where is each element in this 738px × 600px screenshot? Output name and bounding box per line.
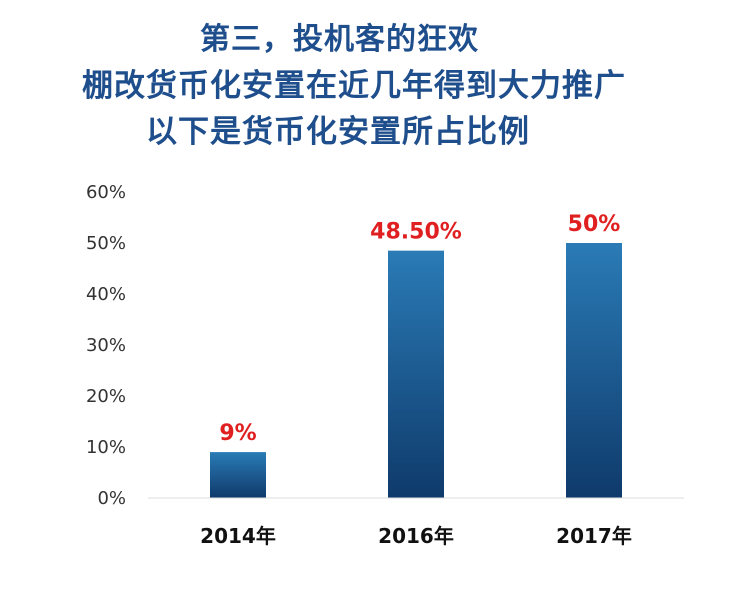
x-tick-label: 2017年 <box>556 524 632 548</box>
y-tick-label: 60% <box>86 182 126 203</box>
bar <box>210 452 266 498</box>
x-axis: 2014年 2016年 2017年 <box>148 497 684 548</box>
title-line-1: 第三，投机客的狂欢 <box>200 22 479 57</box>
bar <box>566 243 622 498</box>
y-tick-label: 20% <box>86 386 126 407</box>
data-label: 9% <box>219 421 256 446</box>
y-axis: 0% 10% 20% 30% 40% 50% 60% <box>86 182 126 509</box>
data-label: 48.50% <box>370 220 462 245</box>
y-tick-label: 30% <box>86 335 126 356</box>
x-tick-label: 2016年 <box>378 524 454 548</box>
bars <box>210 243 622 498</box>
title-line-3: 以下是货币化安置所占比例 <box>146 114 530 150</box>
y-tick-label: 0% <box>97 488 126 509</box>
bar-chart: 0% 10% 20% 30% 40% 50% 60% 9% 48.50% 50% 2014年 20… <box>0 165 738 600</box>
y-tick-label: 10% <box>86 437 126 458</box>
title-line-2: 棚改货币化安置在近几年得到大力推广 <box>82 68 626 104</box>
bar-chart-svg: 0%10%20%30%40%50%60% 9%48.50% 50% 2014年 20… <box>86 182 684 548</box>
y-tick-label: 50% <box>86 233 126 254</box>
x-tick-label: 2014年 <box>200 524 276 548</box>
data-labels: 9% 48.50% 50% <box>219 212 620 446</box>
data-label: 50% <box>568 212 621 237</box>
y-tick-label: 40% <box>86 284 126 305</box>
bar <box>388 250 444 498</box>
